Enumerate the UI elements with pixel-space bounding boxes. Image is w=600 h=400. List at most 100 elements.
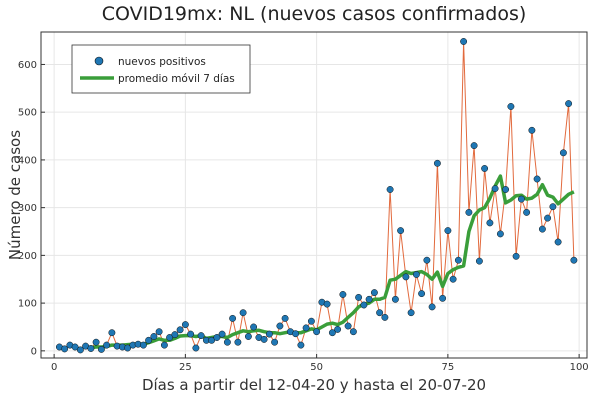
data-point bbox=[523, 208, 531, 216]
data-point bbox=[444, 227, 452, 235]
legend: nuevos positivos promedio móvil 7 días bbox=[71, 44, 251, 94]
data-point bbox=[97, 345, 105, 353]
y-tick-label: 300 bbox=[18, 203, 37, 214]
data-point bbox=[76, 346, 84, 354]
legend-label-promedio: promedio móvil 7 días bbox=[118, 73, 235, 85]
data-point bbox=[61, 345, 69, 353]
plot-area bbox=[55, 38, 578, 354]
x-tick-label: 75 bbox=[442, 362, 455, 373]
x-tick-label: 25 bbox=[179, 362, 192, 373]
data-point bbox=[108, 329, 116, 337]
data-point bbox=[181, 321, 189, 329]
data-point bbox=[470, 142, 478, 150]
data-point bbox=[234, 338, 242, 346]
data-point bbox=[517, 195, 525, 203]
data-point bbox=[260, 335, 268, 343]
data-point bbox=[218, 330, 226, 338]
y-axis-label: Número de casos bbox=[6, 130, 24, 260]
data-point bbox=[549, 203, 557, 211]
data-point bbox=[244, 333, 252, 340]
data-point bbox=[507, 103, 515, 110]
data-point bbox=[276, 322, 284, 330]
data-point bbox=[213, 334, 221, 341]
data-point bbox=[439, 294, 447, 302]
axis-ticks: 0 25 50 75 100 0 100 200 300 400 500 600 bbox=[18, 60, 589, 373]
data-point bbox=[160, 341, 168, 349]
data-point bbox=[187, 330, 195, 338]
data-point bbox=[559, 149, 567, 157]
data-point bbox=[449, 275, 457, 283]
data-point bbox=[402, 273, 410, 281]
data-point bbox=[71, 343, 79, 351]
data-point bbox=[538, 225, 546, 233]
data-point bbox=[407, 309, 415, 317]
x-tick-label: 50 bbox=[310, 362, 323, 373]
data-point bbox=[544, 214, 552, 222]
data-point bbox=[554, 238, 562, 246]
y-tick-label: 600 bbox=[18, 60, 37, 71]
data-point bbox=[491, 185, 499, 193]
data-point bbox=[381, 313, 389, 321]
data-point bbox=[271, 338, 279, 346]
data-point bbox=[250, 323, 258, 331]
data-point bbox=[334, 325, 342, 333]
data-point bbox=[297, 341, 305, 349]
data-point bbox=[197, 332, 205, 340]
data-point bbox=[376, 309, 384, 317]
y-tick-label: 100 bbox=[18, 299, 37, 310]
data-point bbox=[570, 256, 578, 264]
data-point bbox=[512, 252, 520, 260]
data-point bbox=[496, 230, 504, 238]
data-point bbox=[223, 338, 231, 346]
data-point bbox=[124, 344, 132, 352]
x-tick-label: 100 bbox=[570, 362, 589, 373]
data-point bbox=[465, 208, 473, 216]
data-point bbox=[265, 330, 273, 338]
data-point bbox=[208, 336, 216, 344]
x-tick-label: 0 bbox=[51, 362, 57, 373]
data-point bbox=[349, 328, 357, 336]
data-point bbox=[460, 38, 468, 45]
data-point bbox=[481, 165, 489, 172]
data-point bbox=[528, 126, 536, 134]
data-point bbox=[192, 344, 200, 352]
data-point bbox=[397, 227, 405, 235]
data-point bbox=[454, 256, 462, 264]
chart-title: COVID19mx: NL (nuevos casos confirmados) bbox=[102, 3, 527, 25]
data-point bbox=[418, 290, 426, 298]
data-point bbox=[502, 186, 510, 193]
legend-box bbox=[71, 44, 251, 94]
data-point bbox=[323, 300, 331, 308]
x-axis-label: Días a partir del 12-04-20 y hasta el 20… bbox=[142, 376, 486, 394]
data-point bbox=[475, 257, 483, 265]
data-point bbox=[292, 330, 300, 338]
data-point bbox=[302, 324, 310, 332]
data-point bbox=[92, 338, 100, 346]
data-point bbox=[150, 333, 158, 340]
promedio-movil-line bbox=[90, 174, 575, 350]
data-point bbox=[391, 295, 399, 303]
data-point bbox=[386, 186, 394, 193]
data-point bbox=[171, 331, 179, 339]
data-point bbox=[428, 303, 436, 311]
data-point bbox=[313, 328, 321, 336]
data-point bbox=[433, 159, 441, 167]
data-point bbox=[139, 341, 147, 349]
data-point bbox=[155, 328, 163, 336]
y-tick-label: 400 bbox=[18, 155, 37, 166]
data-point bbox=[328, 329, 336, 337]
data-point bbox=[344, 322, 352, 330]
data-point bbox=[87, 345, 95, 352]
data-point bbox=[360, 301, 368, 309]
legend-label-positivos: nuevos positivos bbox=[118, 56, 206, 68]
plot-frame bbox=[40, 31, 588, 359]
data-point bbox=[166, 334, 174, 341]
y-tick-label: 500 bbox=[18, 108, 37, 119]
data-point bbox=[533, 175, 541, 183]
data-point bbox=[307, 317, 315, 325]
data-point bbox=[281, 314, 289, 322]
data-point bbox=[145, 336, 153, 344]
data-point bbox=[365, 295, 373, 303]
data-point bbox=[355, 293, 363, 301]
